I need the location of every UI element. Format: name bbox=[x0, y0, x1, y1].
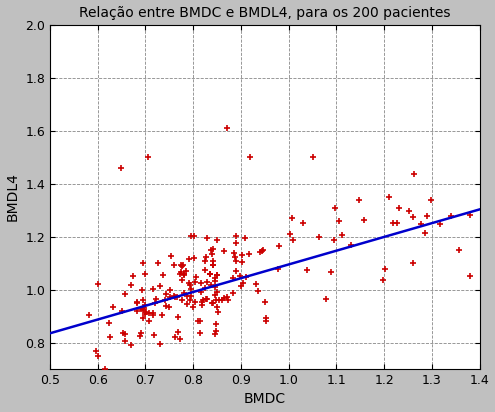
Title: Relação entre BMDC e BMDL4, para os 200 pacientes: Relação entre BMDC e BMDL4, para os 200 … bbox=[79, 5, 450, 19]
X-axis label: BMDC: BMDC bbox=[244, 393, 286, 407]
Y-axis label: BMDL4: BMDL4 bbox=[5, 173, 20, 221]
